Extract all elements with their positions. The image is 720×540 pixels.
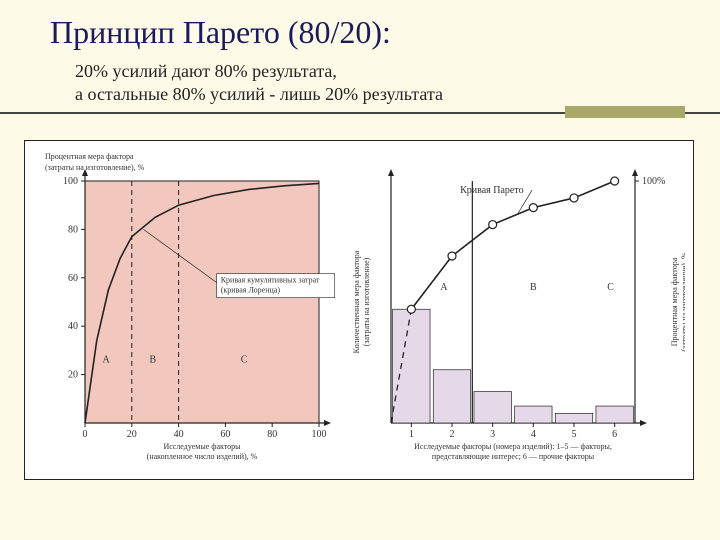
svg-text:(затраты на изготовление), %: (затраты на изготовление), % xyxy=(680,252,685,352)
svg-text:60: 60 xyxy=(220,429,230,440)
svg-text:(затраты на изготовление): (затраты на изготовление) xyxy=(362,257,371,346)
svg-text:Кривая Парето: Кривая Парето xyxy=(460,185,523,196)
svg-text:100%: 100% xyxy=(642,176,665,187)
svg-text:(накопленное число изделий), %: (накопленное число изделий), % xyxy=(147,452,258,461)
svg-text:4: 4 xyxy=(531,429,536,440)
svg-text:80: 80 xyxy=(68,224,78,235)
svg-text:(затраты на изготовление), %: (затраты на изготовление), % xyxy=(45,163,145,172)
slide: Принцип Парето (80/20): 20% усилий дают … xyxy=(0,0,720,540)
svg-text:A: A xyxy=(102,355,110,366)
svg-text:(кривая Лоренца): (кривая Лоренца) xyxy=(221,286,281,295)
svg-text:Количественная мера фактора: Количественная мера фактора xyxy=(352,250,361,353)
svg-text:100: 100 xyxy=(312,429,327,440)
svg-text:Процентная мера фактора: Процентная мера фактора xyxy=(45,152,134,161)
svg-text:представляющие интерес; 6 — пр: представляющие интерес; 6 — прочие факто… xyxy=(432,452,595,461)
svg-text:3: 3 xyxy=(490,429,495,440)
svg-text:B: B xyxy=(530,282,537,293)
subtitle-line1: 20% усилий дают 80% результата, xyxy=(75,61,337,81)
svg-text:80: 80 xyxy=(267,429,277,440)
svg-text:C: C xyxy=(241,355,248,366)
lorenz-chart: Процентная мера фактора (затраты на изгот… xyxy=(37,147,337,467)
page-title: Принцип Парето (80/20): xyxy=(50,14,391,51)
svg-text:5: 5 xyxy=(572,429,577,440)
svg-text:40: 40 xyxy=(174,429,184,440)
svg-text:60: 60 xyxy=(68,273,78,284)
svg-text:20: 20 xyxy=(68,370,78,381)
horizontal-rule xyxy=(0,112,720,114)
svg-text:0: 0 xyxy=(83,429,88,440)
svg-text:B: B xyxy=(150,355,157,366)
pareto-chart: Количественная мера фактора(затраты на и… xyxy=(345,147,685,467)
svg-text:40: 40 xyxy=(68,321,78,332)
svg-text:1: 1 xyxy=(409,429,414,440)
svg-text:100: 100 xyxy=(63,176,78,187)
svg-text:A: A xyxy=(440,282,448,293)
svg-text:Кривая кумулятивных затрат: Кривая кумулятивных затрат xyxy=(221,276,320,285)
charts-panel: Процентная мера фактора(затраты на изгот… xyxy=(24,140,694,480)
svg-text:Исследуемые факторы: Исследуемые факторы xyxy=(163,442,241,451)
subtitle-line2: а остальные 80% усилий - лишь 20% резуль… xyxy=(75,84,443,104)
svg-text:C: C xyxy=(607,282,614,293)
svg-text:Исследуемые факторы (номера из: Исследуемые факторы (номера изделий): 1–… xyxy=(414,442,612,451)
svg-text:2: 2 xyxy=(450,429,455,440)
svg-text:20: 20 xyxy=(127,429,137,440)
svg-text:6: 6 xyxy=(612,429,617,440)
page-subtitle: 20% усилий дают 80% результата, а осталь… xyxy=(75,60,443,105)
svg-text:Процентная мера фактора: Процентная мера фактора xyxy=(670,257,679,346)
